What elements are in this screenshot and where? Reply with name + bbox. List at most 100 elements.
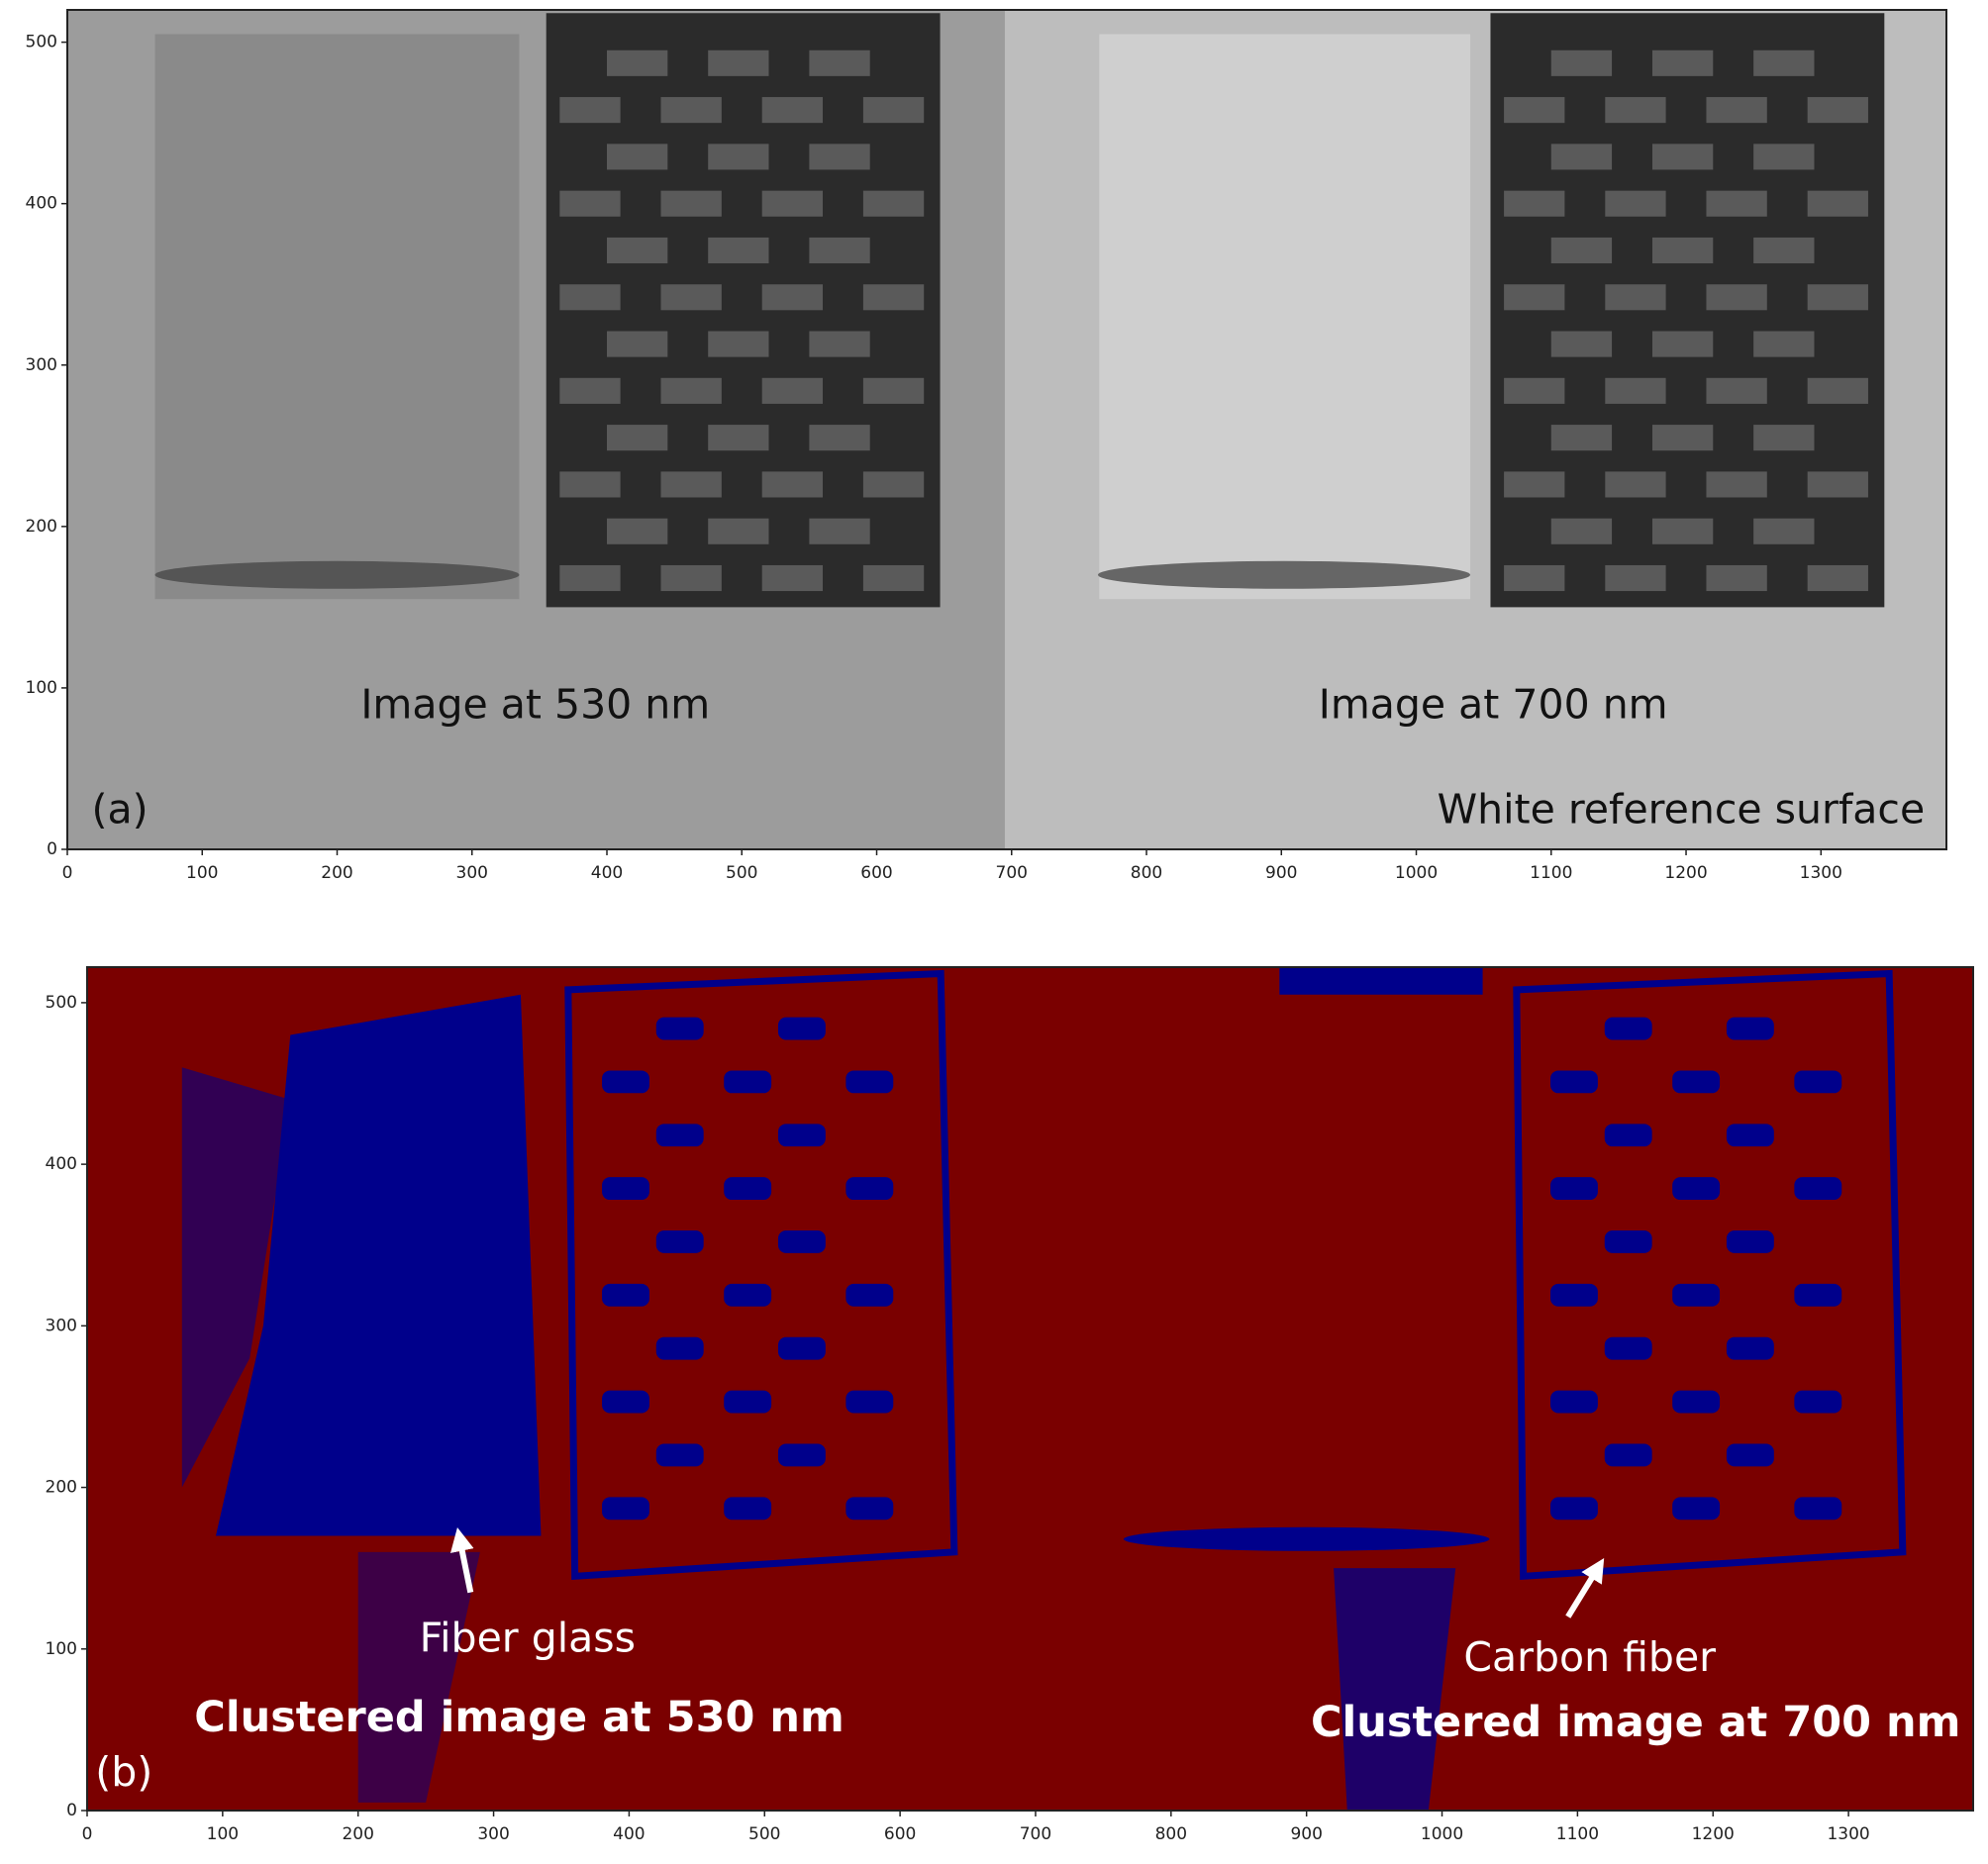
x-tick-label: 300	[477, 1824, 509, 1844]
annotation: Carbon fiber	[1463, 1633, 1716, 1681]
cluster-blob	[1672, 1497, 1721, 1521]
weave-block	[708, 425, 769, 451]
y-tick-label: 200	[46, 1478, 77, 1498]
x-tick-label: 700	[1020, 1824, 1051, 1844]
weave-block	[1807, 564, 1868, 592]
weave-block	[1706, 564, 1767, 592]
weave-block	[1706, 284, 1767, 311]
cluster-blob	[845, 1177, 894, 1201]
cluster-blob	[655, 1124, 704, 1147]
weave-block	[708, 49, 769, 76]
y-tick-label: 300	[46, 1316, 77, 1335]
cluster-blob	[655, 1336, 704, 1360]
weave-block	[559, 564, 621, 592]
x-tick-label: 800	[1131, 863, 1162, 883]
weave-block	[559, 284, 621, 311]
weave-block	[761, 284, 824, 311]
cluster-region	[181, 1067, 291, 1488]
annotation: (b)	[95, 1748, 152, 1796]
x-tick-label: 200	[321, 863, 352, 883]
y-tick-label: 200	[26, 517, 57, 537]
cluster-blob	[724, 1390, 772, 1414]
weave-block	[761, 377, 824, 404]
x-tick-label: 1200	[1692, 1824, 1735, 1844]
y-tick-label: 400	[26, 194, 57, 214]
cluster-blob	[602, 1390, 649, 1414]
cluster-outline	[1513, 969, 1907, 1581]
weave-block	[809, 49, 870, 76]
cluster-blob	[777, 1336, 826, 1360]
weave-block	[559, 190, 621, 217]
weave-block	[660, 471, 722, 498]
cluster-blob	[655, 1230, 704, 1253]
annotation: White reference surface	[1438, 785, 1926, 833]
weave-block	[1706, 97, 1767, 124]
weave-block	[1651, 49, 1714, 76]
image-panel	[67, 10, 1946, 849]
weave-block	[708, 518, 769, 544]
cluster-blob	[1726, 1230, 1774, 1253]
y-tick-label: 100	[46, 1639, 77, 1659]
cluster-blob	[777, 1443, 826, 1467]
weave-block	[1504, 97, 1565, 124]
weave-block	[1504, 564, 1565, 592]
weave-block	[1706, 377, 1767, 404]
weave-block	[1550, 331, 1613, 357]
weave-block	[660, 564, 722, 592]
weave-block	[1807, 377, 1868, 404]
sample-shadow	[1097, 560, 1471, 589]
weave-block	[660, 190, 722, 217]
weave-block	[559, 97, 621, 124]
weave-block	[1807, 471, 1868, 498]
weave-block	[660, 97, 722, 124]
cluster-blob	[845, 1390, 894, 1414]
cluster-blob	[1726, 1336, 1774, 1360]
weave-block	[559, 471, 621, 498]
weave-block	[660, 284, 722, 311]
weave-block	[1550, 425, 1613, 451]
weave-block	[1504, 190, 1565, 217]
weave-block	[1550, 49, 1613, 76]
cluster-blob	[845, 1497, 894, 1521]
annotation: Clustered image at 530 nm	[194, 1693, 845, 1742]
cluster-blob	[1794, 1177, 1842, 1201]
cluster-blob	[1550, 1497, 1598, 1521]
weave-block	[708, 331, 769, 357]
weave-block	[761, 471, 824, 498]
cluster-blob	[1604, 1124, 1652, 1147]
cluster-blob	[1726, 1443, 1774, 1467]
x-tick-label: 400	[613, 1824, 645, 1844]
cluster-region	[1123, 1526, 1490, 1551]
x-tick-label: 600	[860, 863, 892, 883]
weave-block	[708, 144, 769, 170]
weave-block	[1753, 237, 1815, 264]
cluster-region	[357, 1551, 480, 1803]
weave-block	[862, 564, 925, 592]
y-tick-label: 400	[46, 1154, 77, 1174]
image-panel	[87, 967, 1973, 1811]
y-tick-label: 500	[46, 993, 77, 1013]
x-tick-label: 900	[1290, 1824, 1322, 1844]
x-tick-label: 1100	[1530, 863, 1572, 883]
weave-block	[1550, 144, 1613, 170]
cluster-blob	[777, 1230, 826, 1253]
cluster-blob	[777, 1017, 826, 1040]
weave-block	[1807, 97, 1868, 124]
weave-block	[607, 425, 668, 451]
cluster-outline	[564, 969, 958, 1581]
cluster-blob	[845, 1070, 894, 1094]
cluster-blob	[1550, 1070, 1598, 1094]
annotation: (a)	[92, 785, 149, 833]
y-tick-label: 300	[26, 355, 57, 375]
annotation: Image at 700 nm	[1319, 680, 1668, 728]
weave-block	[1651, 425, 1714, 451]
fiber-glass-sample	[154, 34, 520, 600]
weave-block	[1651, 518, 1714, 544]
weave-block	[761, 190, 824, 217]
weave-block	[862, 471, 925, 498]
weave-block	[1605, 284, 1666, 311]
cluster-blob	[602, 1070, 649, 1094]
weave-block	[1753, 331, 1815, 357]
cluster-blob	[1794, 1390, 1842, 1414]
weave-block	[607, 331, 668, 357]
